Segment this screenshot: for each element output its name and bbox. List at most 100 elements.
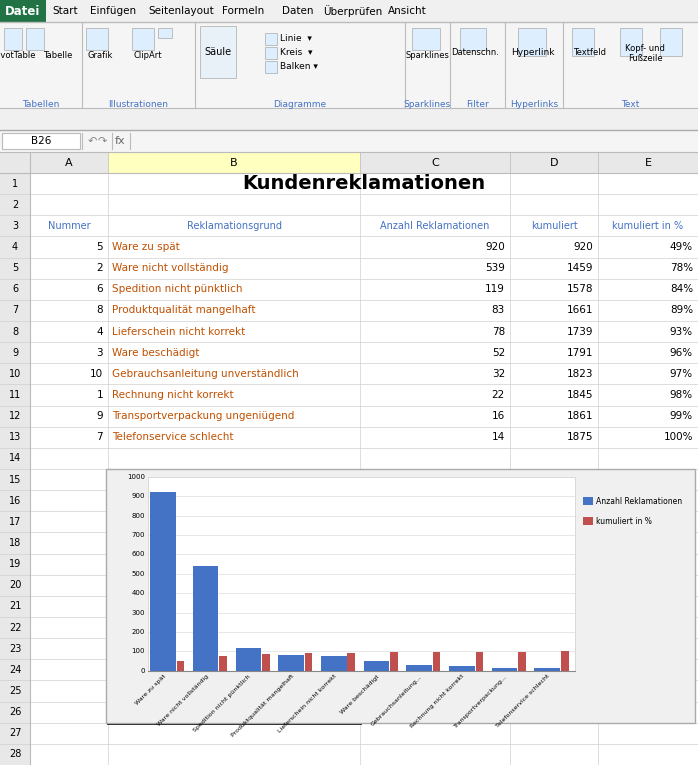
Text: 9: 9 xyxy=(96,411,103,422)
Text: 5: 5 xyxy=(12,263,18,273)
Text: 2: 2 xyxy=(12,200,18,210)
Text: Kundenreklamationen: Kundenreklamationen xyxy=(242,174,486,193)
Text: Kreis  ▾: Kreis ▾ xyxy=(280,47,313,57)
Text: Lieferschein nicht korrekt: Lieferschein nicht korrekt xyxy=(277,674,337,734)
Text: Grafik: Grafik xyxy=(87,50,112,60)
Text: Überprüfen: Überprüfen xyxy=(323,5,383,17)
Text: C: C xyxy=(431,158,439,168)
Text: Ware beschädigt: Ware beschädigt xyxy=(339,674,380,715)
Bar xyxy=(108,702,360,723)
Bar xyxy=(0,638,30,659)
Bar xyxy=(193,566,218,671)
Bar xyxy=(0,0,698,22)
Text: 300: 300 xyxy=(131,610,145,616)
Text: 84%: 84% xyxy=(670,285,693,295)
Text: 900: 900 xyxy=(131,493,145,500)
Bar xyxy=(0,659,30,680)
Text: 97%: 97% xyxy=(670,369,693,379)
Bar xyxy=(0,405,30,427)
Text: 7: 7 xyxy=(96,432,103,442)
Bar xyxy=(660,28,682,56)
Text: Hyperlinks: Hyperlinks xyxy=(510,99,558,109)
Text: 19: 19 xyxy=(9,559,21,569)
Text: 25: 25 xyxy=(9,686,21,696)
Text: 98%: 98% xyxy=(670,390,693,400)
Bar xyxy=(0,744,30,765)
Text: 12: 12 xyxy=(9,411,21,422)
Bar xyxy=(0,385,30,405)
Text: 13: 13 xyxy=(9,432,21,442)
Text: 16: 16 xyxy=(492,411,505,422)
Text: Linie  ▾: Linie ▾ xyxy=(280,34,312,43)
Text: 23: 23 xyxy=(9,643,21,654)
Text: 96%: 96% xyxy=(670,348,693,358)
Text: 1861: 1861 xyxy=(567,411,593,422)
Text: 24: 24 xyxy=(9,665,21,675)
Text: Ware zu spät: Ware zu spät xyxy=(112,242,180,252)
Text: kumuliert: kumuliert xyxy=(530,221,577,231)
Bar xyxy=(0,617,30,638)
Text: 1845: 1845 xyxy=(567,390,593,400)
Bar xyxy=(0,342,30,363)
Bar xyxy=(4,28,22,50)
Text: 1791: 1791 xyxy=(567,348,593,358)
Text: 500: 500 xyxy=(132,571,145,577)
Bar xyxy=(449,666,475,671)
Bar xyxy=(0,702,30,723)
Text: Hyperlink: Hyperlink xyxy=(511,47,555,57)
Text: Tabellen: Tabellen xyxy=(22,99,60,109)
Bar xyxy=(0,300,30,321)
Text: 1661: 1661 xyxy=(567,305,593,315)
Text: 99%: 99% xyxy=(670,411,693,422)
Text: 1459: 1459 xyxy=(567,263,593,273)
Bar xyxy=(0,236,30,258)
Text: 78%: 78% xyxy=(670,263,693,273)
Bar xyxy=(348,653,355,671)
Text: fx: fx xyxy=(114,136,126,146)
Text: Spedition nicht pünktlich: Spedition nicht pünktlich xyxy=(112,285,242,295)
Bar xyxy=(200,26,236,78)
Bar xyxy=(106,469,695,723)
Text: 2: 2 xyxy=(96,263,103,273)
Text: 10: 10 xyxy=(90,369,103,379)
Bar xyxy=(433,652,440,671)
Text: 100: 100 xyxy=(131,649,145,654)
Text: 920: 920 xyxy=(485,242,505,252)
Text: 5: 5 xyxy=(96,242,103,252)
Text: Kopf- und: Kopf- und xyxy=(625,44,665,53)
Bar xyxy=(305,653,313,671)
Text: 1: 1 xyxy=(96,390,103,400)
Text: Tabelle: Tabelle xyxy=(43,50,73,60)
Bar xyxy=(26,28,44,50)
Bar xyxy=(0,194,30,215)
Text: ↷: ↷ xyxy=(97,136,107,146)
Bar xyxy=(0,0,46,22)
Text: Sparklines: Sparklines xyxy=(404,99,451,109)
Text: 8: 8 xyxy=(96,305,103,315)
Text: Ansicht: Ansicht xyxy=(388,6,426,16)
Text: 4: 4 xyxy=(12,242,18,252)
Bar xyxy=(583,497,593,505)
Text: 1739: 1739 xyxy=(567,327,593,337)
Text: 52: 52 xyxy=(492,348,505,358)
Bar xyxy=(158,28,172,38)
Text: 49%: 49% xyxy=(670,242,693,252)
Text: Telefonservice schlecht: Telefonservice schlecht xyxy=(112,432,234,442)
Text: 1578: 1578 xyxy=(567,285,593,295)
Text: 3: 3 xyxy=(96,348,103,358)
Bar xyxy=(150,493,176,671)
Text: 26: 26 xyxy=(9,707,21,717)
Text: 17: 17 xyxy=(9,517,21,527)
Bar xyxy=(132,28,154,50)
Bar xyxy=(390,652,398,671)
Text: Einfügen: Einfügen xyxy=(90,6,136,16)
Bar xyxy=(0,130,698,152)
Text: 7: 7 xyxy=(12,305,18,315)
Text: Ware beschädigt: Ware beschädigt xyxy=(112,348,200,358)
Bar xyxy=(0,469,30,490)
Bar xyxy=(583,517,593,525)
Bar xyxy=(518,28,546,56)
Text: A: A xyxy=(65,158,73,168)
Text: kumuliert in %: kumuliert in % xyxy=(596,516,652,526)
Bar xyxy=(108,152,360,173)
